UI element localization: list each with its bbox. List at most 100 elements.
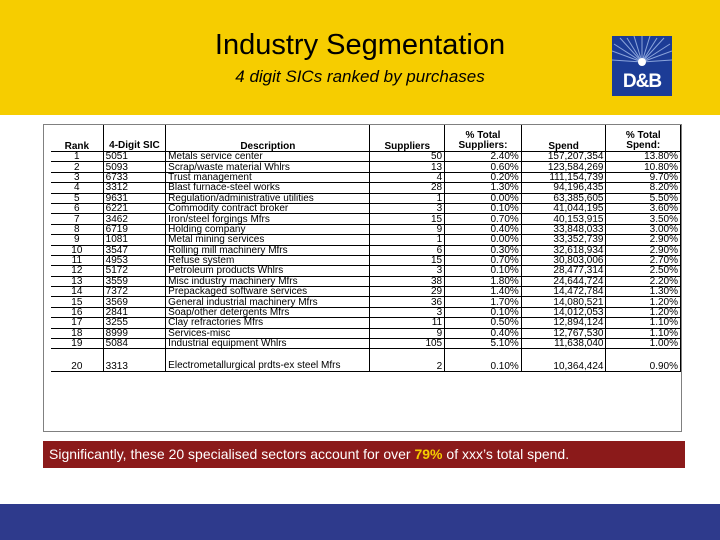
cell-suppliers: 15 bbox=[369, 255, 445, 267]
cell-spend: 111,154,739 bbox=[520, 172, 606, 184]
header-band bbox=[0, 0, 720, 115]
footer-band bbox=[0, 504, 720, 540]
header-pct-spend: % Total Spend: bbox=[605, 125, 681, 152]
cell-suppliers: 4 bbox=[369, 172, 445, 184]
cell-rank: 19 bbox=[51, 338, 104, 350]
cell-pct-suppliers: 0.70% bbox=[444, 255, 522, 267]
table-row: 5 9631 Regulation/administrative utilities… bbox=[51, 193, 681, 204]
cell-spend: 14,472,784 bbox=[520, 286, 606, 298]
cell-suppliers: 1 bbox=[369, 234, 445, 246]
cell-sic: 3547 bbox=[102, 245, 166, 256]
cell-pct-spend: 3.60% bbox=[605, 203, 681, 215]
cell-description: Electrometallurgical prdts-ex steel Mfrs bbox=[165, 348, 370, 373]
cell-description: Holding company bbox=[165, 224, 370, 236]
cell-pct-suppliers: 2.40% bbox=[444, 151, 522, 163]
cell-spend: 12,894,124 bbox=[520, 317, 606, 329]
cell-spend: 11,638,040 bbox=[520, 338, 606, 350]
cell-suppliers: 3 bbox=[369, 307, 445, 319]
table-row: 8 6719 Holding company 9 0.40% 33,848,033 3.00… bbox=[51, 224, 681, 236]
cell-pct-spend: 3.00% bbox=[605, 224, 681, 236]
cell-suppliers: 28 bbox=[369, 182, 445, 194]
cell-pct-suppliers: 0.50% bbox=[444, 317, 522, 329]
cell-pct-suppliers: 1.40% bbox=[444, 286, 522, 298]
cell-description: Refuse system bbox=[165, 255, 370, 267]
cell-pct-suppliers: 1.80% bbox=[444, 276, 522, 288]
cell-pct-spend: 1.30% bbox=[605, 286, 681, 298]
table-row: 14 7372 Prepackaged software services 29 1.4… bbox=[51, 286, 681, 298]
cell-description: Iron/steel forgings Mfrs bbox=[165, 213, 370, 225]
cell-suppliers: 50 bbox=[369, 151, 445, 163]
cell-sic: 7372 bbox=[102, 286, 166, 298]
cell-sic: 5051 bbox=[102, 151, 166, 163]
table-row: 1 5051 Metals service center 50 2.40% 157,207… bbox=[51, 151, 681, 163]
cell-description: Regulation/administrative utilities bbox=[165, 193, 370, 204]
cell-suppliers: 29 bbox=[369, 286, 445, 298]
cell-sic: 4953 bbox=[102, 255, 166, 267]
cell-rank: 10 bbox=[51, 245, 104, 256]
cell-pct-suppliers: 1.70% bbox=[444, 296, 522, 308]
cell-pct-suppliers: 0.00% bbox=[444, 234, 522, 246]
cell-rank: 17 bbox=[51, 317, 104, 329]
cell-pct-suppliers: 0.20% bbox=[444, 172, 522, 184]
cell-sic: 3255 bbox=[102, 317, 166, 329]
cell-suppliers: 13 bbox=[369, 161, 445, 173]
cell-pct-spend: 2.20% bbox=[605, 276, 681, 288]
cell-spend: 33,848,033 bbox=[520, 224, 606, 236]
table-body: 1 5051 Metals service center 50 2.40% 157,207… bbox=[51, 151, 681, 373]
table-row: 3 6733 Trust management 4 0.20% 111,154,739 9.… bbox=[51, 172, 681, 184]
cell-rank: 9 bbox=[51, 234, 104, 246]
cell-pct-suppliers: 0.70% bbox=[444, 213, 522, 225]
cell-description: Rolling mill machinery Mfrs bbox=[165, 245, 370, 256]
cell-rank: 20 bbox=[51, 348, 104, 373]
cell-suppliers: 15 bbox=[369, 213, 445, 225]
header-description: Description bbox=[165, 125, 370, 152]
cell-sic: 3313 bbox=[102, 348, 166, 373]
cell-description: Petroleum products Whlrs bbox=[165, 265, 370, 277]
cell-spend: 30,803,006 bbox=[520, 255, 606, 267]
cell-spend: 157,207,354 bbox=[520, 151, 606, 163]
table-row: 20 3313 Electrometallurgical prdts-ex stee… bbox=[51, 348, 681, 373]
summary-callout: Significantly, these 20 specialised sect… bbox=[43, 441, 685, 468]
cell-pct-spend: 10.80% bbox=[605, 161, 681, 173]
cell-spend: 32,618,934 bbox=[520, 245, 606, 256]
cell-pct-spend: 2.90% bbox=[605, 234, 681, 246]
cell-spend: 28,477,314 bbox=[520, 265, 606, 277]
cell-pct-suppliers: 0.40% bbox=[444, 328, 522, 340]
cell-suppliers: 2 bbox=[369, 348, 445, 373]
table-row: 13 3559 Misc industry machinery Mfrs 38 1.80… bbox=[51, 276, 681, 288]
cell-pct-suppliers: 0.10% bbox=[444, 348, 522, 373]
table-row: 9 1081 Metal mining services 1 0.00% 33,352,7… bbox=[51, 234, 681, 246]
cell-pct-spend: 2.70% bbox=[605, 255, 681, 267]
cell-rank: 7 bbox=[51, 213, 104, 225]
table-header-row: Rank 4-Digit SIC Description Suppliers %… bbox=[51, 125, 681, 152]
sic-ranking-table: Rank 4-Digit SIC Description Suppliers %… bbox=[51, 125, 681, 373]
table-row: 6 6221 Commodity contract broker 3 0.10% 41,0… bbox=[51, 203, 681, 215]
cell-rank: 6 bbox=[51, 203, 104, 215]
cell-sic: 3312 bbox=[102, 182, 166, 194]
cell-suppliers: 3 bbox=[369, 265, 445, 277]
table-row: 16 2841 Soap/other detergents Mfrs 3 0.10% 14… bbox=[51, 307, 681, 319]
table-row: 2 5093 Scrap/waste material Whlrs 13 0.60% 12… bbox=[51, 161, 681, 173]
cell-rank: 4 bbox=[51, 182, 104, 194]
cell-pct-spend: 1.20% bbox=[605, 296, 681, 308]
cell-description: General industrial machinery Mfrs bbox=[165, 296, 370, 308]
cell-pct-suppliers: 0.00% bbox=[444, 193, 522, 204]
header-sic: 4-Digit SIC bbox=[102, 125, 166, 152]
cell-sic: 3462 bbox=[102, 213, 166, 225]
cell-description: Metals service center bbox=[165, 151, 370, 163]
cell-rank: 2 bbox=[51, 161, 104, 173]
cell-suppliers: 38 bbox=[369, 276, 445, 288]
callout-text-before: Significantly, these 20 specialised sect… bbox=[49, 446, 415, 462]
cell-pct-suppliers: 0.10% bbox=[444, 265, 522, 277]
cell-pct-suppliers: 0.10% bbox=[444, 307, 522, 319]
table-row: 17 3255 Clay refractories Mfrs 11 0.50% 12,89… bbox=[51, 317, 681, 329]
cell-sic: 6733 bbox=[102, 172, 166, 184]
cell-rank: 18 bbox=[51, 328, 104, 340]
cell-spend: 41,044,195 bbox=[520, 203, 606, 215]
cell-spend: 94,196,435 bbox=[520, 182, 606, 194]
cell-rank: 5 bbox=[51, 193, 104, 204]
starburst-icon bbox=[612, 36, 672, 66]
cell-spend: 24,644,724 bbox=[520, 276, 606, 288]
table-row: 10 3547 Rolling mill machinery Mfrs 6 0.30% 3… bbox=[51, 245, 681, 256]
cell-suppliers: 36 bbox=[369, 296, 445, 308]
